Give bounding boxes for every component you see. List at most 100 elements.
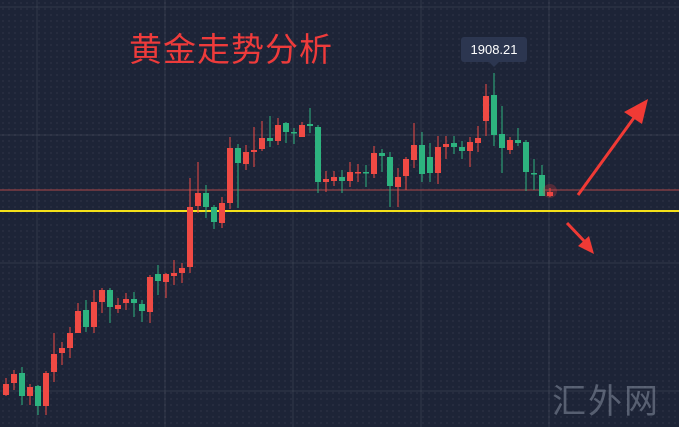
candle xyxy=(379,149,385,172)
candle xyxy=(531,159,537,190)
candle xyxy=(75,303,81,333)
candle-body xyxy=(187,207,193,267)
tooltip-pointer xyxy=(489,62,499,67)
candle xyxy=(243,145,249,170)
candle xyxy=(83,300,89,332)
candle-body xyxy=(411,145,417,160)
candle-body xyxy=(427,157,433,173)
candle xyxy=(403,157,409,190)
candle-body xyxy=(475,138,481,143)
candle xyxy=(251,127,257,167)
candle-body xyxy=(211,207,217,222)
candle xyxy=(211,205,217,229)
candle xyxy=(43,371,49,415)
candle-body xyxy=(35,386,41,406)
candle-body xyxy=(3,384,9,395)
candle xyxy=(107,288,113,323)
candle-body xyxy=(339,177,345,181)
candle-body xyxy=(203,193,209,207)
candle xyxy=(283,122,289,143)
candle-body xyxy=(123,299,129,303)
candle xyxy=(115,298,121,313)
candle-body xyxy=(491,95,497,135)
candle xyxy=(523,140,529,191)
candle-body xyxy=(43,373,49,406)
candle-body xyxy=(315,127,321,182)
candle xyxy=(411,123,417,168)
candle xyxy=(155,265,161,295)
candle xyxy=(435,136,441,184)
candle-body xyxy=(355,172,361,174)
candle xyxy=(187,178,193,273)
candle-body xyxy=(267,138,273,141)
candle-body xyxy=(251,150,257,152)
up-arrow-shaft xyxy=(576,114,638,196)
high-price-label: 1908.21 xyxy=(461,37,527,62)
candle-body xyxy=(235,148,241,163)
candle xyxy=(547,188,553,197)
down-arrow-head xyxy=(578,236,594,254)
candle xyxy=(339,170,345,193)
candle xyxy=(51,333,57,382)
candle xyxy=(171,260,177,285)
candle-body xyxy=(459,147,465,151)
candle-body xyxy=(19,373,25,396)
candle-body xyxy=(83,310,89,327)
candle-body xyxy=(371,153,377,174)
candle xyxy=(387,152,393,207)
current-price-glow xyxy=(543,184,557,198)
candle xyxy=(331,171,337,186)
candle-body xyxy=(259,138,265,149)
candle xyxy=(19,367,25,405)
candle xyxy=(163,273,169,298)
candle xyxy=(59,342,65,365)
candle xyxy=(227,137,233,209)
candle-body xyxy=(387,157,393,186)
candle xyxy=(507,137,513,154)
candle-body xyxy=(27,387,33,396)
candle xyxy=(467,137,473,167)
candle xyxy=(299,122,305,137)
candle-body xyxy=(323,179,329,182)
candle-body xyxy=(219,203,225,223)
candle-body xyxy=(395,177,401,187)
candle xyxy=(475,126,481,152)
candle-body xyxy=(347,172,353,181)
candle-body xyxy=(283,123,289,132)
candle xyxy=(139,300,145,322)
candle xyxy=(307,108,313,133)
candle-body xyxy=(291,132,297,134)
candle-body xyxy=(179,268,185,273)
chart-title: 黄金走势分析 xyxy=(129,30,333,69)
candle xyxy=(395,168,401,207)
candle xyxy=(419,132,425,182)
candle xyxy=(483,84,489,136)
candle-body xyxy=(115,305,121,309)
candle xyxy=(195,162,201,213)
down-arrow-shaft xyxy=(565,221,588,245)
candle-body xyxy=(171,273,177,276)
up-arrow-head xyxy=(624,99,648,124)
candle xyxy=(123,293,129,310)
candle-body xyxy=(539,175,545,196)
candle-body xyxy=(531,173,537,175)
candle-body xyxy=(499,134,505,148)
candle-body xyxy=(523,142,529,172)
candle xyxy=(259,121,265,151)
candle-body xyxy=(11,374,17,383)
candle-body xyxy=(419,145,425,174)
candle xyxy=(427,143,433,182)
candle xyxy=(147,275,153,323)
candle xyxy=(515,128,521,146)
candle-body xyxy=(195,193,201,206)
candle-body xyxy=(547,192,553,196)
watermark: 汇外网 xyxy=(552,382,660,422)
candle-body xyxy=(99,290,105,302)
candle-body xyxy=(163,274,169,282)
candle-body xyxy=(483,96,489,121)
candle xyxy=(267,116,273,147)
candle-body xyxy=(403,159,409,176)
candle xyxy=(35,385,41,415)
candle-body xyxy=(75,311,81,333)
